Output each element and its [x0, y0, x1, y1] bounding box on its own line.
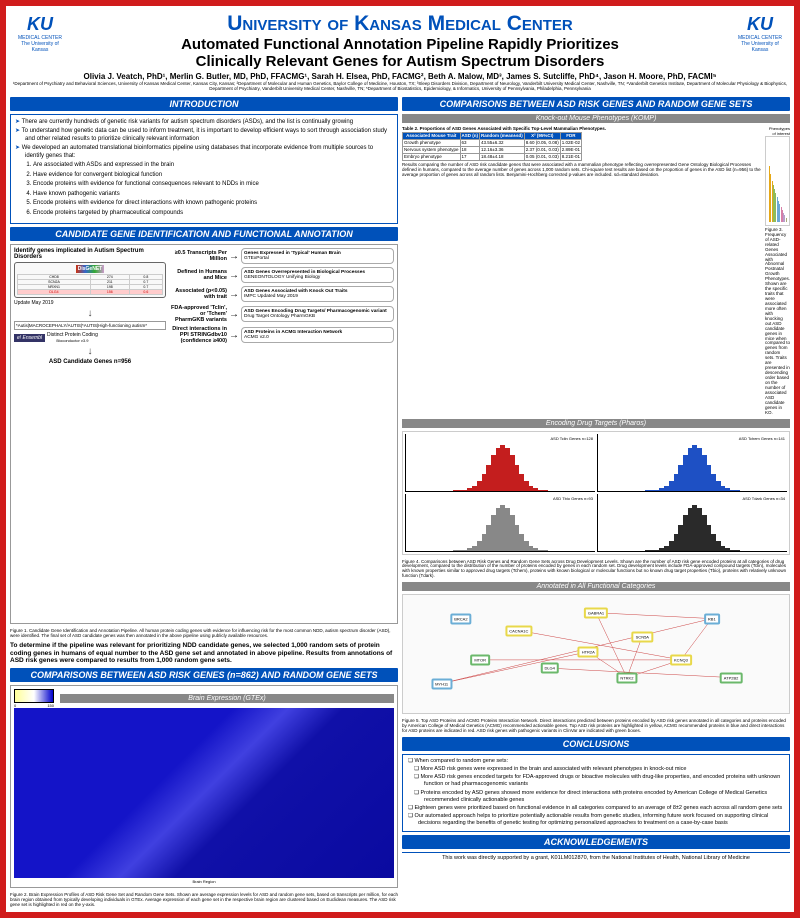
- fig1-caption: Figure 1. Candidate Gene Identification …: [10, 629, 398, 639]
- header: KU MEDICAL CENTER The University of Kans…: [10, 10, 790, 94]
- criterion: Defined in Humans and Mice: [169, 269, 227, 281]
- fig3-caption: Figure 3. Frequency of ASD-related Genes…: [765, 228, 790, 416]
- compare1-bar: COMPARISONS BETWEEN ASD RISK GENES (n=86…: [10, 668, 398, 682]
- network-node: KCNQ3: [670, 655, 692, 666]
- network-node: DLG4: [540, 663, 558, 674]
- compare2-bar: COMPARISONS BETWEEN ASD RISK GENES AND R…: [402, 97, 790, 111]
- criterion: ≥0.5 Transcripts Per Million: [169, 250, 227, 262]
- concl-sub: Proteins encoded by ASD genes showed mor…: [414, 790, 784, 804]
- komp-title: Knock-out Mouse Phenotypes (KOMP): [402, 114, 790, 123]
- tool-box: Genes Expressed in 'Typical' Human Brain…: [241, 248, 394, 264]
- tool-box: ASD Proteins in ACMG Interaction Network…: [241, 327, 394, 343]
- arrow-icon: ↓: [14, 308, 166, 319]
- pipeline-bar: CANDIDATE GENE IDENTIFICATION AND FUNCTI…: [10, 227, 398, 241]
- conclusions-bar: CONCLUSIONS: [402, 737, 790, 751]
- table2-caption: Results comparing the number of ASD risk…: [402, 163, 762, 178]
- ack-bar: ACKNOWLEDGEMENTS: [402, 835, 790, 849]
- network-node: MTOR: [470, 655, 490, 666]
- candidate-genes: ASD Candidate Genes n=956: [14, 359, 166, 365]
- intro-num: Have evidence for convergent biological …: [33, 172, 393, 180]
- fig4-caption: Figure 4. Comparisons between ASD Risk G…: [402, 560, 790, 580]
- heatmap-scale: [14, 689, 54, 703]
- hist-tclin: ASD Tclin Genes n=128: [405, 434, 595, 492]
- fig5-caption: Figure 5. Top ASD Proteins and ACMG Prot…: [402, 719, 790, 734]
- intro-num: Have known pathogenic variants: [33, 191, 393, 199]
- intro-box: There are currently hundreds of genetic …: [10, 114, 398, 225]
- network-node: GABRA1: [584, 607, 608, 618]
- concl-item: Eighteen genes were prioritized based on…: [408, 805, 784, 812]
- tool-box: ASD Genes Encoding Drug Targets/ Pharmac…: [241, 306, 394, 322]
- komp-table: Associated Mouse TraitASD (n)Random (mea…: [402, 132, 582, 161]
- intro-bullet: We developed an automated translational …: [15, 145, 393, 160]
- intro-bar: INTRODUCTION: [10, 97, 398, 111]
- title-line2: Clinically Relevant Genes for Autism Spe…: [10, 53, 790, 70]
- authors: Olivia J. Veatch, PhD¹, Merlin G. Butler…: [10, 72, 790, 81]
- heatmap-body: [14, 708, 394, 878]
- intro-num: Encode proteins with evidence for functi…: [33, 181, 393, 189]
- intro-bullet: There are currently hundreds of genetic …: [15, 119, 393, 127]
- poster: KU MEDICAL CENTER The University of Kans…: [0, 0, 800, 918]
- update-date: Update May 2019: [14, 300, 166, 306]
- title-line1: Automated Functional Annotation Pipeline…: [10, 36, 790, 53]
- ensembl-logo: e! Ensembl: [14, 334, 45, 342]
- criterion: Associated (p<0.05) with trait: [169, 288, 227, 300]
- fig2-caption: Figure 2. Brain Expression Profiles of A…: [10, 893, 398, 908]
- network-node: NTRK2: [616, 672, 637, 683]
- arrow-icon: ↓: [14, 346, 166, 357]
- network-node: CACNA1C: [505, 625, 532, 636]
- heatmap-panel: 0150 Brain Expression (GTEx) Brain Regio…: [10, 685, 398, 888]
- intro-bullet: To understand how genetic data can be us…: [15, 128, 393, 143]
- network-node: BRCA2: [450, 613, 471, 624]
- conclusions-box: When compared to random gene sets: More …: [402, 754, 790, 832]
- pharos-title: Encoding Drug Targets (Pharos): [402, 419, 790, 428]
- left-column: INTRODUCTION There are currently hundred…: [10, 97, 398, 908]
- affiliations: ¹Department of Psychiatry and Behavioral…: [10, 82, 790, 92]
- concl-item: Our automated approach helps to prioriti…: [408, 813, 784, 827]
- concl-sub: More ASD risk genes were expressed in th…: [414, 766, 784, 773]
- intro-num: Encode proteins with evidence for direct…: [33, 200, 393, 208]
- pipeline-figure: Identify genes implicated in Autism Spec…: [10, 244, 398, 624]
- institution: University of Kansas Medical Center: [10, 12, 790, 36]
- concl-item: When compared to random gene sets:: [408, 758, 784, 765]
- logo-right: KU MEDICAL CENTER The University of Kans…: [738, 14, 782, 53]
- komp-row: Table 2. Proportions of ASD Genes Associ…: [402, 126, 790, 416]
- concl-sub: More ASD risk genes encoded targets for …: [414, 774, 784, 788]
- hist-tbio: ASD Tbio Genes n=93: [405, 494, 595, 552]
- network-node: ATP2B2: [720, 672, 743, 683]
- disgenet-logo: DisGeNET: [76, 265, 104, 273]
- bars-legend: Phenotypes of interest: [765, 126, 790, 136]
- network-node: MYH11: [431, 678, 452, 689]
- network-node: RB1: [704, 613, 720, 624]
- right-column: COMPARISONS BETWEEN ASD RISK GENES AND R…: [402, 97, 790, 908]
- hist-tchem: ASD Tchem Genes n=141: [597, 434, 787, 492]
- network-node: HTR2A: [578, 646, 599, 657]
- columns: INTRODUCTION There are currently hundred…: [10, 97, 790, 908]
- tool-box: ASD Genes Associated with Knock Out Trai…: [241, 286, 394, 302]
- query-text: *Autis|MACROCEPHALY/AUTIS|*AUTIS|High-fu…: [14, 321, 166, 330]
- pipeline-top: Identify genes implicated in Autism Spec…: [14, 248, 166, 260]
- komp-barchart: [765, 136, 790, 226]
- pipeline-after: To determine if the pipeline was relevan…: [10, 642, 398, 665]
- network-title: Annotated in All Functional Categories: [402, 582, 790, 591]
- distinct-label: Distinct Protein CodingBioconductor v3.9: [47, 332, 98, 344]
- intro-num: Encode proteins targeted by pharmaceutic…: [33, 210, 393, 218]
- criterion: Direct interactions in PPI STRINGdbv10 (…: [169, 326, 227, 344]
- pharos-grid: ASD Tclin Genes n=128 ASD Tchem Genes n=…: [402, 431, 790, 555]
- table2-title: Table 2. Proportions of ASD Genes Associ…: [402, 126, 762, 131]
- logo-left: KU MEDICAL CENTER The University of Kans…: [18, 14, 62, 53]
- tool-box: ASD Genes Overrepresented in Biological …: [241, 267, 394, 283]
- hist-tdark: ASD Tdark Genes n=34: [597, 494, 787, 552]
- heatmap-title: Brain Expression (GTEx): [60, 694, 394, 703]
- intro-num: Are associated with ASDs and expressed i…: [33, 162, 393, 170]
- network-diagram: HTR2A CACNA1C DLG4 SCN5A NTRK2 KCNQ3 MTOR BRCA2…: [402, 594, 790, 714]
- network-node: SCN5A: [632, 631, 653, 642]
- ack-text: This work was directly supported by a gr…: [402, 852, 790, 863]
